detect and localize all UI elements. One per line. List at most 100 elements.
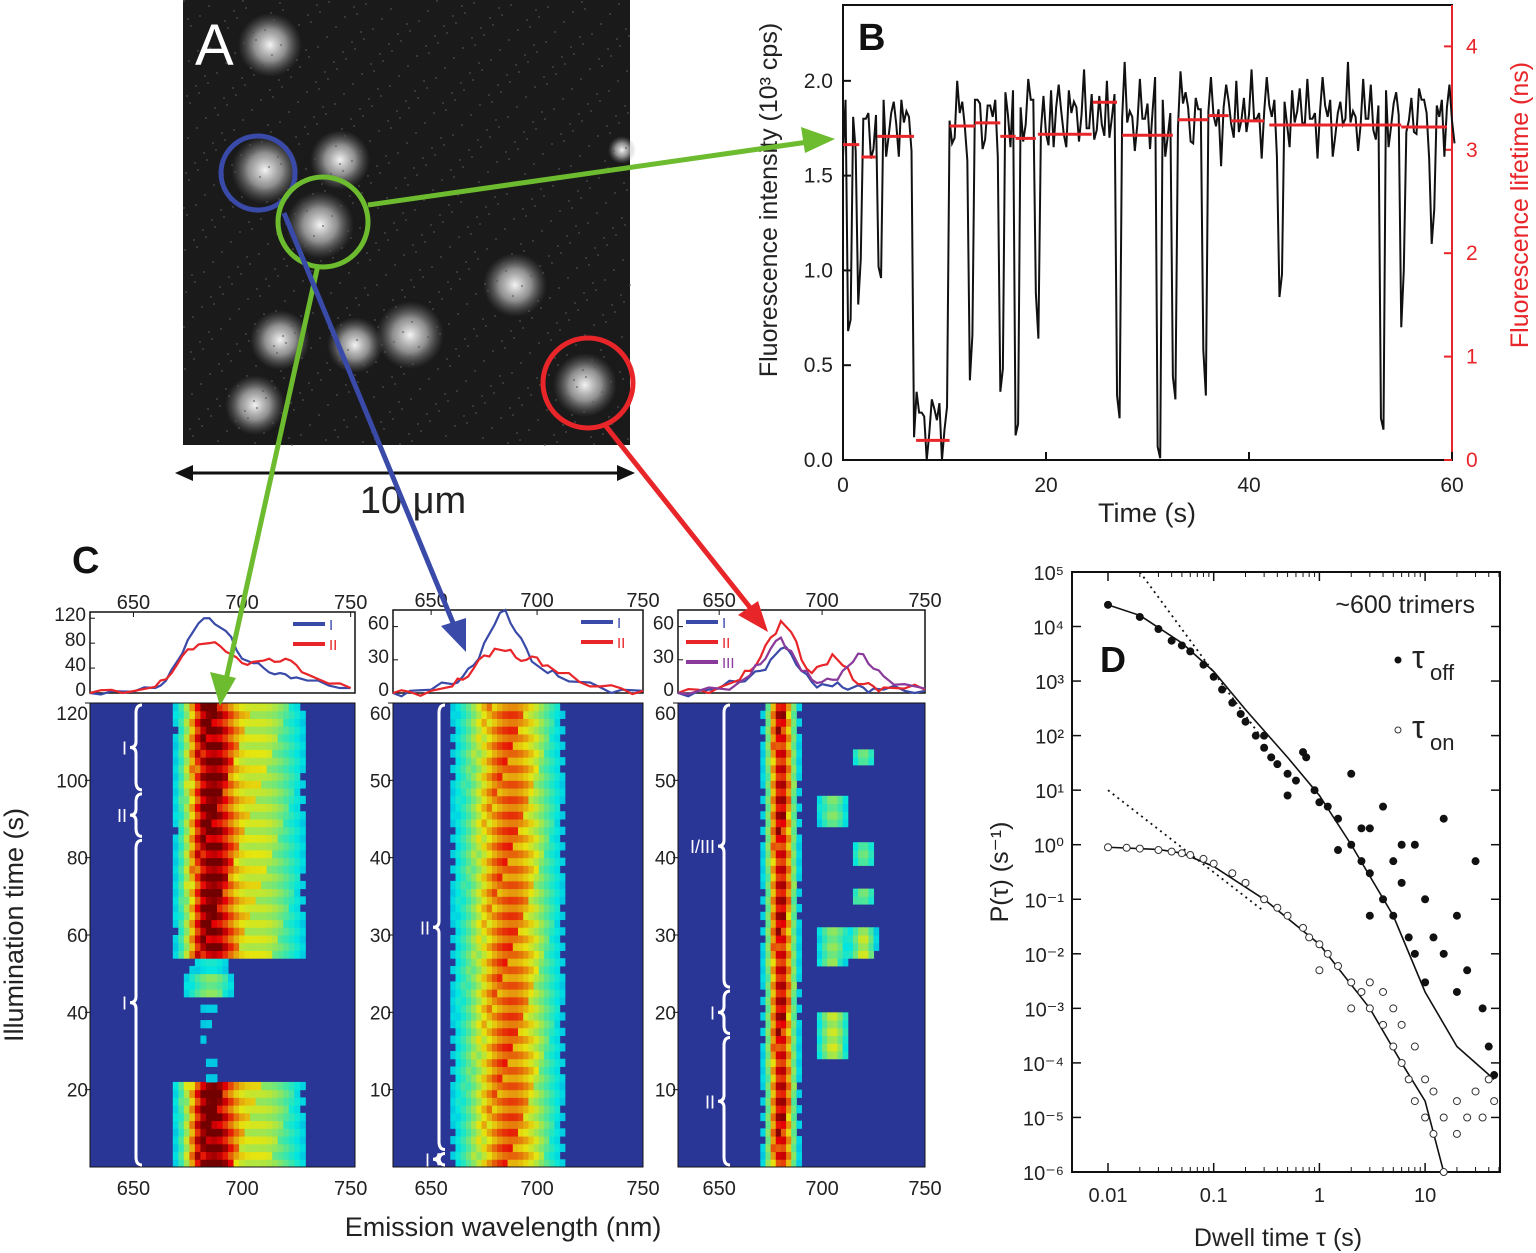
heatmap-cell <box>244 842 251 851</box>
noise-speck <box>346 426 348 428</box>
noise-speck <box>266 201 268 203</box>
noise-speck <box>373 70 375 72</box>
heatmap-cell <box>288 710 295 719</box>
heatmap-cell <box>502 942 509 951</box>
noise-speck <box>540 188 542 190</box>
spectrum-line-II <box>677 619 926 695</box>
heatmap-cell <box>228 1097 235 1106</box>
noise-speck <box>447 281 449 283</box>
heatmap-cell <box>244 710 251 719</box>
heatmap-cell <box>528 873 535 882</box>
heatmap-cell <box>554 718 561 727</box>
heatmap-cell <box>507 764 514 774</box>
noise-speck <box>470 114 472 116</box>
heatmap-cell <box>837 935 844 944</box>
noise-speck <box>548 255 550 257</box>
heatmap-cell <box>189 911 196 921</box>
heatmap-cell <box>216 703 223 712</box>
heatmap-cell <box>216 726 223 735</box>
noise-speck <box>208 331 210 333</box>
heatmap-cell <box>189 1097 196 1106</box>
heatmap-cell <box>450 718 456 727</box>
heatmap-cell <box>200 826 207 835</box>
top-x-tick-label: 750 <box>334 592 367 614</box>
noise-speck <box>600 23 602 25</box>
heatmap-cell <box>791 1081 797 1091</box>
heatmap-cell <box>528 1051 535 1060</box>
heatmap-cell <box>228 1151 235 1160</box>
heatmap-cell <box>559 1043 566 1052</box>
heatmap-cell <box>760 950 766 959</box>
heatmap-cell <box>200 1159 207 1168</box>
heatmap-cell <box>507 996 514 1006</box>
heatmap-cell <box>476 1081 483 1091</box>
heatmap-cell <box>222 911 229 921</box>
noise-speck <box>263 313 265 315</box>
heatmap-cell <box>822 1020 828 1029</box>
noise-speck <box>591 33 593 35</box>
heatmap-cell <box>523 710 529 719</box>
heatmap-cell <box>868 896 875 905</box>
heatmap-cell <box>497 780 503 789</box>
noise-speck <box>373 396 375 398</box>
heatmap-cell <box>476 904 483 913</box>
heatmap-cell <box>211 880 218 890</box>
heatmap-cell <box>765 1066 772 1075</box>
heatmap-cell <box>255 772 262 781</box>
noise-speck <box>462 47 464 49</box>
heatmap-cell <box>502 703 509 712</box>
heatmap-cell <box>261 888 268 897</box>
heatmap-cell <box>481 803 488 812</box>
noise-speck <box>549 297 551 299</box>
heatmap-cell <box>486 958 493 967</box>
heatmap-cell <box>450 1004 456 1013</box>
heatmap-cell <box>476 826 483 835</box>
heatmap-cell <box>255 1136 262 1145</box>
heatmap-cell <box>523 1012 529 1021</box>
noise-speck <box>395 187 397 189</box>
heatmap-cell <box>780 1058 787 1067</box>
heatmap-cell <box>178 1128 185 1137</box>
heatmap-cell <box>554 1136 561 1145</box>
heatmap-cell <box>283 1089 290 1098</box>
heatmap-cell <box>211 733 218 743</box>
noise-speck <box>540 307 542 309</box>
heatmap-cell <box>228 757 235 766</box>
heatmap-cell <box>770 726 777 735</box>
noise-speck <box>583 292 585 294</box>
heatmap-cell <box>775 1128 782 1137</box>
noise-speck <box>347 349 349 351</box>
heatmap-cell <box>471 849 477 859</box>
heatmap-cell <box>544 733 550 743</box>
heatmap-cell <box>554 904 561 913</box>
heatmap-cell <box>791 880 797 890</box>
heatmap-cell <box>770 989 777 998</box>
heatmap-cell <box>178 904 185 913</box>
heatmap-cell <box>460 965 467 975</box>
heatmap-cell <box>465 981 472 990</box>
heatmap-cell <box>852 950 859 959</box>
bracket-label: II <box>420 918 430 938</box>
noise-speck <box>391 50 393 52</box>
heatmap-cell <box>194 1112 201 1122</box>
heatmap-cell <box>791 857 797 866</box>
heatmap-cell <box>775 1081 782 1091</box>
heatmap-cell <box>460 935 467 944</box>
heatmap-cell <box>244 942 251 951</box>
on-data-point <box>1471 1087 1480 1096</box>
heatmap-cell <box>450 1012 456 1021</box>
heatmap-cell <box>786 996 792 1006</box>
heatmap-cell <box>538 764 545 774</box>
heatmap-cell <box>288 1128 295 1137</box>
heatmap-cell <box>770 819 777 828</box>
heatmap-cell <box>837 795 844 805</box>
heatmap-cell <box>471 764 477 774</box>
heatmap-cell <box>172 1136 179 1145</box>
heatmap-cell <box>528 981 535 990</box>
noise-speck <box>513 337 515 339</box>
noise-speck <box>445 435 447 437</box>
heatmap-cell <box>538 996 545 1006</box>
heatmap-cell <box>502 857 509 866</box>
heatmap-cell <box>460 710 467 719</box>
heatmap-cell <box>471 896 477 905</box>
